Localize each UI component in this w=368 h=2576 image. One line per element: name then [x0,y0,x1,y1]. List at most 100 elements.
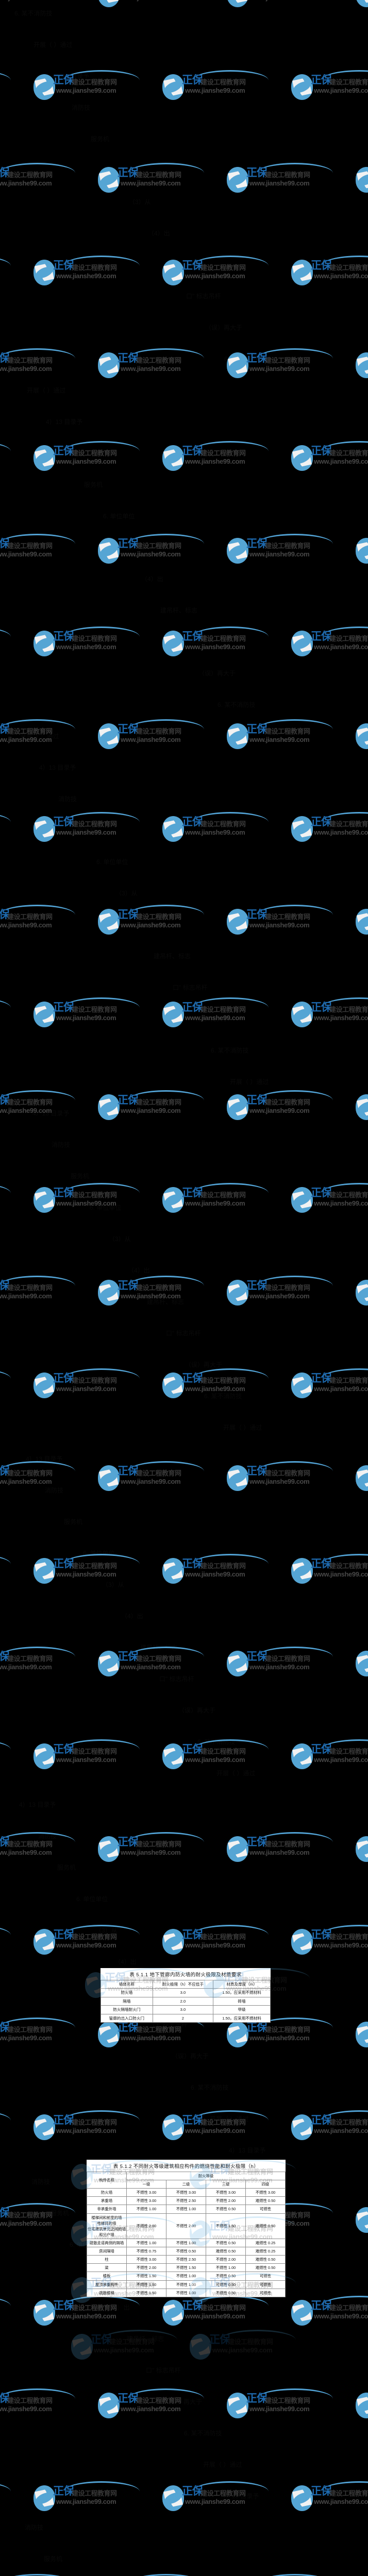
row-label-cell: 防火隔墙耐火门 [101,2005,153,2014]
table-subheader-row: 一级 二级 三级 四级 [87,2180,286,2189]
table-row: 房间隔墙 不燃性 0.75 不燃性 0.50 难燃性 0.50 难燃性 0.25 [87,2247,286,2256]
obscured-text-line: 6. 单位单位 [90,1204,122,1211]
table-row: 防火墙 3.0 1.50，应采用不燃材料 [101,1988,271,1997]
data-table: 墙体名称 耐火极限（h）不应低于 材质及厚度（m） 防火墙 3.0 1.50，应采用不燃材… [101,1979,271,2023]
obscured-text-line: 口" 标志吊杆 [173,984,208,991]
row-label-cell: 疏散楼梯 [87,2288,127,2297]
row-label-cell: 非承重外墙 [87,2205,127,2214]
obscured-text-line: （3）从 [102,1581,124,1588]
data-cell: 2.0 [152,1996,214,2006]
row-label-cell: 楼板 [87,2272,127,2281]
obscured-text-line: 消防技 [65,450,84,457]
obscured-text-line: 6. 某不消防技 [197,1738,236,1745]
data-cell: 不燃性 1.00 [206,2263,246,2273]
table-header-row: 构件名称 耐火等级 [87,2171,286,2189]
data-cell: 不燃性 1.50 [126,2288,166,2297]
obscured-text-line: 建吊杆、标志 [147,1298,185,1306]
table-row: 承重墙 不燃性 3.00 不燃性 2.50 不燃性 2.00 难燃性 0.50 [87,2196,286,2206]
data-cell: 不燃性 0.50 [206,2205,246,2214]
obscured-text-line: 6. 某不消防技 [204,1393,242,1400]
row-label-cell: 管廊的出入口防火门 [101,2013,153,2023]
table-row: 疏散楼梯 不燃性 1.50 不燃性 1.00 不燃性 0.50 可燃性 [87,2288,286,2297]
obscured-text-line: 开展（ ）通过 [27,387,66,394]
obscured-text-line: 开展（ ）通过 [210,2115,249,2123]
data-cell: 不燃性 2.00 [126,2263,166,2273]
obscured-text-line: 6. 某不消防技 [14,10,53,17]
obscured-text-line: 4）13 目录予 [32,1110,70,1117]
table-row: 隔墙 2.0 砖墙 [101,1996,271,2006]
obscured-text-line: 建吊杆、标志 [167,261,205,268]
obscured-text-line: （4）出 [128,1267,150,1274]
column-header-2: 耐火极限（h）不应低于 [152,1979,214,1989]
obscured-text-line: （3）从 [109,1235,131,1243]
obscured-text-line: 开展（ ）通过 [20,733,59,740]
obscured-text-line: 服务机 [51,2210,70,2217]
row-label-cell: 隔墙 [101,1996,153,2006]
obscured-text-line: 服务机 [71,1173,90,1180]
obscured-text-line: 6. 某不消防技 [218,701,256,708]
data-table: 构件名称 耐火等级 一级 二级 三级 四级 防火墙 不燃性 3.00 不燃性 3.00 不燃性 3… [87,2171,286,2297]
obscured-text-line: （3）从 [95,1927,118,1934]
data-cell: 不燃性 0.50 [166,2247,206,2256]
obscured-text-line: 4）13 目录予 [229,2147,266,2154]
obscured-text-line: 开展（ ）通过 [223,1424,262,1431]
row-label-cell: 楼梯间和前室的墙 电梯井的墙 住宅建筑单元之间的墙 和分户墙 [87,2213,127,2239]
table-row: 防火隔墙耐火门 3.0 甲级 [101,2005,271,2014]
table-row: 管廊的出入口防火门 2 1.50，应采用不燃材料 [101,2013,271,2023]
table-row: 梁不燃性 2.00 不燃性 1.50 不燃性 1.00 难燃性 0.50 [87,2263,286,2273]
column-group-header-fire-rating: 耐火等级 [126,2171,286,2181]
obscured-text-line: （4）出 [108,2304,130,2311]
obscured-text-line: （4）出 [121,1613,143,1620]
obscured-text-line: 服务机 [91,135,110,143]
obscured-text-line: 服务机 [77,827,96,834]
data-cell: 2 [152,2013,214,2023]
table-row: 楼梯间和前室的墙 电梯井的墙 住宅建筑单元之间的墙 和分户墙 不燃性 2.00 不燃性 2… [87,2213,286,2239]
obscured-text-line: 开展（ ）通过 [216,1770,256,1777]
obscured-text-line: 6. 某不消防技 [184,2430,222,2437]
obscured-text-line: （误）再大于 [165,2398,203,2405]
obscured-text-line: 口" 标志吊杆 [153,2021,188,2028]
data-cell: 不燃性 1.00 [126,2205,166,2214]
row-label-cell: 梁 [87,2263,127,2273]
obscured-text-line: 建吊杆、标志 [127,2335,164,2343]
data-cell: 可燃性 [245,2272,286,2281]
data-cell: 3.0 [152,1988,214,1997]
obscured-text-line: 4）13 目录予 [46,418,83,426]
data-cell: 可燃性 0.50 [206,2280,246,2289]
table-block-table-5-1-1: 正保 建设工程教育网 www.jianshe99.com 正保 建设工程教育网 www.j… [85,1968,310,2023]
data-cell: 不燃性 0.50 [206,2272,246,2281]
data-cell: 不燃性 1.00 [166,2238,206,2248]
row-label-cell: 屋顶承重构件 [87,2280,127,2289]
obscured-text-line: （4）出 [135,921,157,928]
data-cell: 不燃性 2.50 [166,2255,206,2264]
row-label-cell: 房间隔墙 [87,2247,127,2256]
data-cell: 不燃性 2.50 [166,2196,206,2206]
table-row: 楼板 不燃性 1.50 不燃性 1.00 不燃性 0.50 可燃性 [87,2272,286,2281]
data-cell: 难燃性 0.50 [245,2213,286,2239]
data-cell: 砖墙 [213,1996,271,2006]
table-header-row: 墙体名称 耐火极限（h）不应低于 材质及厚度（m） [101,1979,271,1989]
data-cell: 不燃性 1.50 [126,2280,166,2289]
data-cell: 难燃性 0.50 [245,2196,286,2206]
data-cell: 1.50，应采用不燃材料 [213,2013,271,2023]
row-label-cell: 柱 [87,2255,127,2264]
obscured-text-line: （3）从 [129,198,151,206]
obscured-text-line: （误）再大于 [185,1361,223,1368]
table-row: 疏散走道两侧的隔墙 不燃性 1.00 不燃性 1.00 不燃性 0.50 难燃性 0.2… [87,2238,286,2248]
obscured-text-line: 建吊杆、标志 [160,607,198,614]
row-label-cell: 防火墙 [101,1988,153,1997]
data-cell: 不燃性 1.00 [166,2280,206,2289]
obscured-text-line: 消防技 [72,104,91,111]
obscured-text-line: 开展（ ）通过 [34,41,73,48]
obscured-text-line: 6. 单位单位 [96,858,128,866]
obscured-text-line: 开展（ ）通过 [203,2461,242,2468]
data-cell: 难燃性 0.25 [245,2238,286,2248]
obscured-text-line: （3）从 [122,544,144,551]
obscured-text-line: 口" 标志吊杆 [159,1675,194,1683]
data-cell: 难燃性 0.50 [245,2263,286,2273]
data-cell: 不燃性 1.00 [126,2238,166,2248]
table-row: 防火墙 不燃性 3.00 不燃性 3.00 不燃性 3.00 不燃性 3.00 [87,2188,286,2197]
row-label-cell: 疏散走道两侧的隔墙 [87,2238,127,2248]
obscured-text-line: 消防技 [31,2178,51,2185]
data-cell: 不燃性 2.00 [166,2213,206,2239]
